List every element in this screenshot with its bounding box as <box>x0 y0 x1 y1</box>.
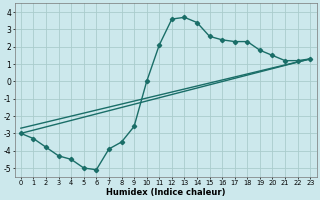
X-axis label: Humidex (Indice chaleur): Humidex (Indice chaleur) <box>106 188 225 197</box>
